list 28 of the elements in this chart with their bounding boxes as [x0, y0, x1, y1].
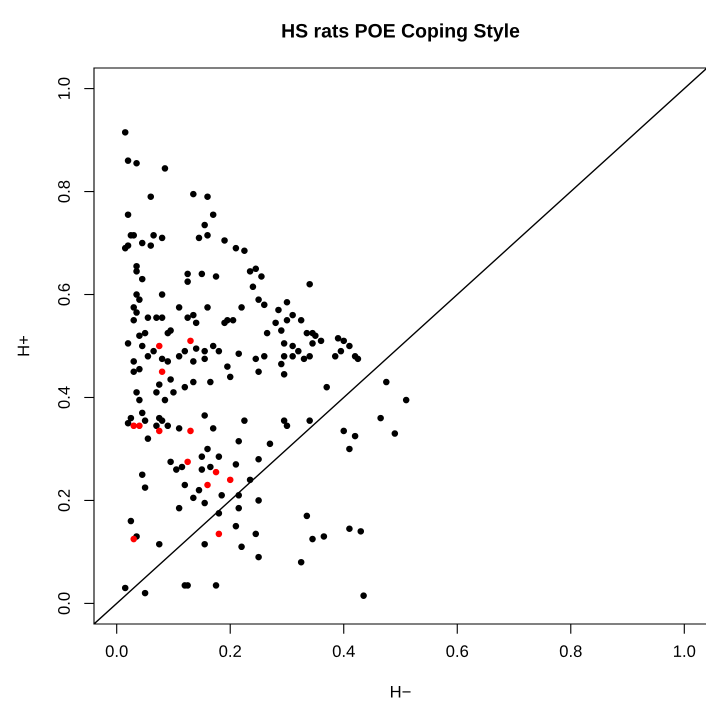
point: [187, 428, 194, 434]
x-tick-label: 0.6: [446, 645, 468, 658]
point: [204, 482, 211, 488]
point: [156, 342, 163, 350]
point: [216, 530, 222, 538]
point: [184, 458, 191, 466]
point: [187, 338, 194, 344]
x-tick-label: 0.0: [106, 645, 128, 658]
chart-title: HS rats POE Coping Style: [282, 23, 520, 42]
y-tick-label: 0.8: [58, 180, 70, 202]
y-axis-title: H+: [18, 336, 30, 356]
y-tick-label: 0.2: [58, 490, 70, 512]
point: [226, 476, 234, 484]
x-axis-title: H−: [390, 686, 411, 698]
x-tick-label: 0.2: [219, 645, 241, 658]
y-tick-label: 0.6: [58, 284, 70, 306]
point: [158, 368, 166, 375]
point: [212, 468, 220, 476]
x-tick-label: 0.4: [332, 645, 355, 658]
point: [130, 536, 137, 542]
y-tick-label: 0.4: [58, 386, 70, 408]
x-tick-label: 1.0: [674, 645, 696, 658]
point: [130, 422, 137, 430]
point: [136, 422, 143, 430]
x-tick-label: 0.8: [560, 645, 582, 658]
y-tick-label: 0.0: [58, 592, 70, 614]
point: [156, 428, 163, 434]
y-tick-label: 1.0: [58, 78, 70, 99]
